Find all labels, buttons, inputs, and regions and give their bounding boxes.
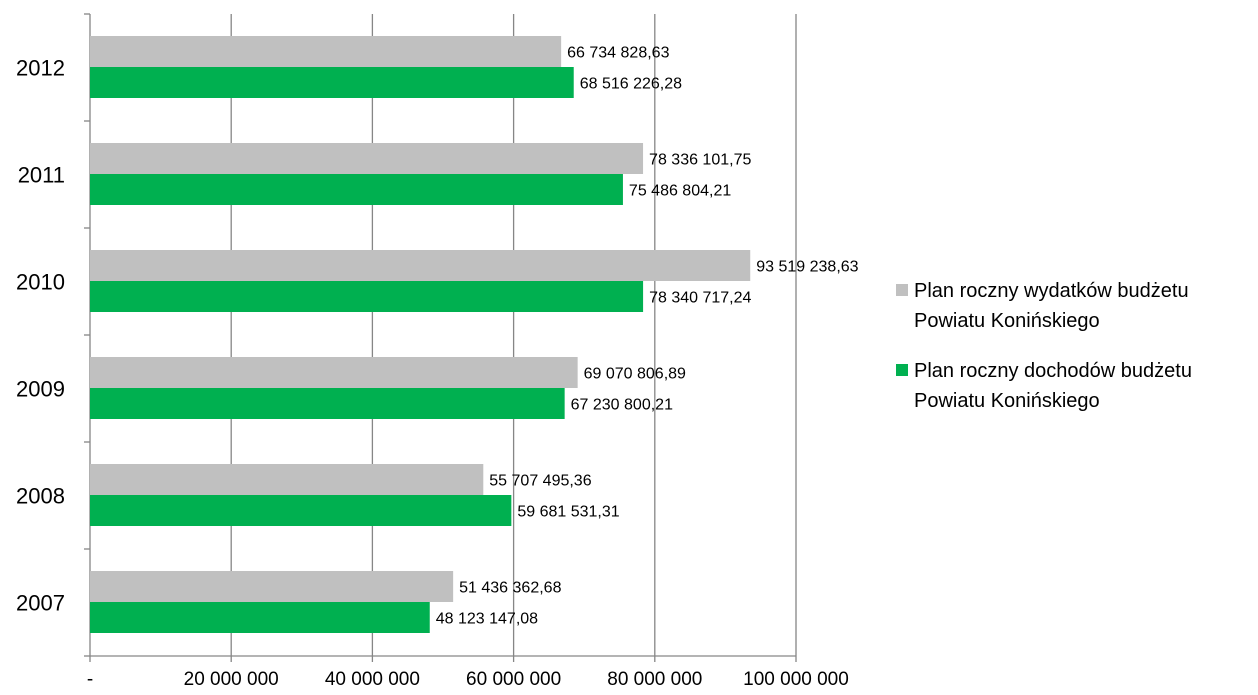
data-label: 59 681 531,31 bbox=[517, 504, 619, 521]
x-tick-label: - bbox=[87, 669, 93, 690]
x-tick-label: 100 000 000 bbox=[743, 669, 849, 690]
legend: Plan roczny wydatków budżetu Powiatu Kon… bbox=[896, 276, 1258, 436]
y-tick-label: 2007 bbox=[16, 591, 65, 616]
data-label: 75 486 804,21 bbox=[629, 183, 731, 200]
data-label: 48 123 147,08 bbox=[436, 611, 538, 628]
x-tick-label: 80 000 000 bbox=[607, 669, 702, 690]
legend-swatch-income bbox=[896, 364, 908, 376]
data-label: 51 436 362,68 bbox=[459, 580, 561, 597]
legend-label-expenses: Plan roczny wydatków budżetu Powiatu Kon… bbox=[914, 280, 1189, 332]
bar-income bbox=[90, 67, 574, 98]
bar-expenses bbox=[90, 250, 751, 281]
data-label: 55 707 495,36 bbox=[489, 473, 591, 490]
y-tick-label: 2011 bbox=[18, 163, 65, 188]
data-label: 93 519 238,63 bbox=[756, 259, 858, 276]
legend-item-expenses: Plan roczny wydatków budżetu Powiatu Kon… bbox=[896, 276, 1258, 336]
bar-income bbox=[90, 495, 512, 526]
data-label: 68 516 226,28 bbox=[580, 76, 682, 93]
data-label: 78 336 101,75 bbox=[649, 152, 751, 169]
legend-item-income: Plan roczny dochodów budżetu Powiatu Kon… bbox=[896, 356, 1258, 416]
bar-expenses bbox=[90, 36, 562, 67]
x-tick-label: 60 000 000 bbox=[466, 669, 561, 690]
y-tick-label: 2009 bbox=[16, 377, 65, 402]
data-label: 69 070 806,89 bbox=[584, 366, 686, 383]
bar-income bbox=[90, 602, 430, 633]
bar-expenses bbox=[90, 143, 644, 174]
bar-income bbox=[90, 388, 565, 419]
y-tick-label: 2008 bbox=[16, 484, 65, 509]
data-label: 66 734 828,63 bbox=[567, 45, 669, 62]
bar-income bbox=[90, 281, 644, 312]
data-label: 78 340 717,24 bbox=[649, 290, 751, 307]
x-tick-label: 40 000 000 bbox=[325, 669, 420, 690]
bar-income bbox=[90, 174, 623, 205]
legend-swatch-expenses bbox=[896, 284, 908, 296]
legend-label-income: Plan roczny dochodów budżetu Powiatu Kon… bbox=[914, 360, 1192, 412]
y-tick-label: 2010 bbox=[16, 270, 65, 295]
bar-expenses bbox=[90, 357, 578, 388]
y-tick-label: 2012 bbox=[16, 56, 65, 81]
bar-expenses bbox=[90, 571, 454, 602]
bar-expenses bbox=[90, 464, 484, 495]
data-label: 67 230 800,21 bbox=[571, 397, 673, 414]
x-tick-label: 20 000 000 bbox=[184, 669, 279, 690]
